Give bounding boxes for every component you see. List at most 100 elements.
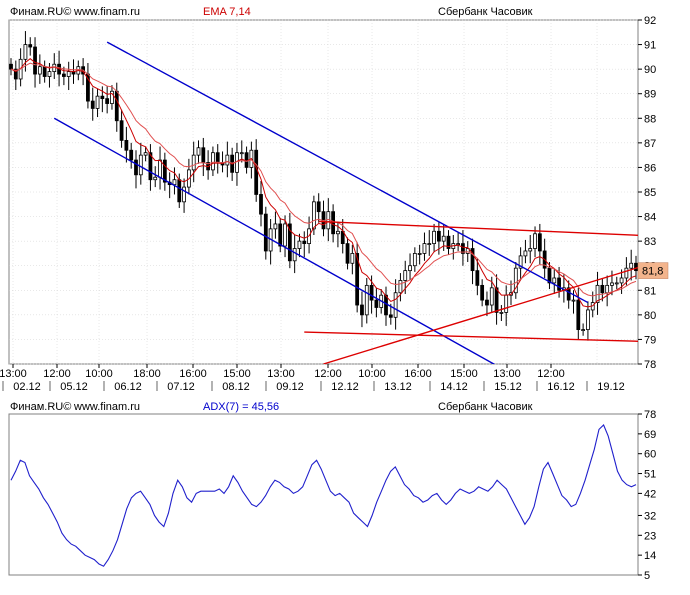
- price-brand: Финам.RU©: [10, 6, 71, 18]
- candle-up: [533, 233, 537, 249]
- candle-down: [278, 223, 283, 247]
- time-axis: 13:00 12:00 10:00 18:00 16:00 15:00 13:00 12:00…: [0, 364, 625, 393]
- candle-up: [225, 154, 230, 166]
- candle-down: [9, 63, 13, 70]
- price-panel: 787980818283848586878889909192 81,8 Фина…: [8, 6, 669, 371]
- price-tick-label: 92: [644, 15, 656, 27]
- candle-down: [61, 73, 66, 77]
- price-tick-label: 81: [644, 285, 656, 297]
- time-tick-label: 13:00: [0, 368, 27, 380]
- candle-up: [586, 309, 590, 331]
- candle-up: [350, 253, 355, 264]
- candle-up: [619, 277, 624, 284]
- candle-up: [552, 277, 557, 284]
- candle-down: [162, 159, 167, 183]
- candle-down: [263, 213, 268, 252]
- candle-up: [412, 253, 417, 267]
- candle-up: [66, 71, 71, 77]
- candle-down: [475, 270, 480, 286]
- candle-down: [259, 194, 263, 215]
- candle-up: [523, 250, 528, 257]
- candle-up: [528, 248, 533, 252]
- ema-lines: [10, 58, 637, 308]
- candle-up: [614, 282, 619, 285]
- candle-up: [513, 267, 518, 294]
- candle-down: [355, 253, 360, 306]
- candle-down: [13, 68, 18, 80]
- candle-down: [388, 314, 393, 318]
- candle-up: [239, 152, 244, 155]
- date-tick-label: 19.12: [597, 381, 625, 393]
- candle-up: [283, 223, 287, 247]
- trendline-channel-lower: [53, 117, 496, 364]
- candle-up: [311, 201, 316, 230]
- price-tick-label: 79: [644, 334, 656, 346]
- candle-down: [33, 46, 37, 75]
- price-tick-label: 85: [644, 187, 656, 199]
- candle-up: [393, 292, 398, 318]
- candle-down: [177, 179, 182, 203]
- candle-down: [461, 243, 465, 254]
- candle-up: [37, 66, 42, 75]
- candle-up: [432, 230, 436, 244]
- adx-title: ADX(7) = 45,56: [203, 401, 279, 413]
- candle-down: [547, 267, 552, 284]
- price-tick-label: 78: [644, 359, 656, 371]
- candle-up: [297, 240, 302, 249]
- candle-up: [595, 284, 600, 303]
- candle-up: [196, 147, 201, 156]
- candle-up: [581, 329, 586, 332]
- adx-tick-label: 60: [644, 449, 656, 461]
- candle-down: [537, 233, 542, 252]
- adx-instrument: Сбербанк Часовик: [438, 401, 533, 413]
- adx-tick-label: 32: [644, 510, 656, 522]
- price-tick-label: 89: [644, 89, 656, 101]
- candle-down: [201, 147, 206, 163]
- candle-down: [436, 230, 441, 242]
- candle-up: [292, 248, 297, 262]
- candle-up: [211, 152, 215, 171]
- time-tick-label: 15:00: [450, 368, 478, 380]
- candle-up: [571, 299, 576, 302]
- adx-site: www.finam.ru: [73, 401, 140, 413]
- ema-title: EMA 7,14: [203, 6, 251, 18]
- adx-line: [10, 424, 637, 567]
- candle-down: [480, 284, 485, 301]
- candle-up: [398, 280, 403, 294]
- candle-down: [215, 152, 220, 163]
- candle-up: [364, 284, 369, 316]
- candle-up: [191, 154, 196, 171]
- candle-up: [23, 44, 28, 60]
- price-tick-label: 86: [644, 162, 656, 174]
- date-tick-label: 09.12: [276, 381, 304, 393]
- date-tick-label: 06.12: [114, 381, 142, 393]
- date-tick-label: 15.12: [494, 381, 522, 393]
- date-tick-label: 12.12: [331, 381, 359, 393]
- last-price-tag: 81,8: [637, 262, 669, 279]
- adx-tick-label: 14: [644, 550, 656, 562]
- price-tick-label: 90: [644, 64, 656, 76]
- trendline-rising-support: [323, 266, 638, 364]
- date-tick-label: 05.12: [60, 381, 88, 393]
- date-tick-label: 13.12: [384, 381, 412, 393]
- candle-up: [403, 270, 408, 281]
- adx-tick-label: 5: [644, 570, 650, 582]
- price-tick-label: 91: [644, 40, 656, 52]
- time-tick-label: 13:00: [267, 368, 295, 380]
- candle-up: [158, 159, 162, 178]
- trendline-triangle-bottom: [304, 331, 638, 342]
- date-tick-label: 14.12: [440, 381, 468, 393]
- candle-down: [485, 299, 489, 306]
- ema-14-line: [10, 62, 637, 297]
- candle-up: [47, 71, 52, 77]
- candle-up: [465, 248, 470, 254]
- candles: [9, 31, 638, 341]
- price-tick-label: 87: [644, 138, 656, 150]
- date-tick-label: 02.12: [13, 381, 41, 393]
- candle-up: [172, 179, 177, 186]
- adx-tick-label: 42: [644, 488, 656, 500]
- candle-down: [600, 284, 605, 294]
- adx-tick-label: 51: [644, 469, 656, 481]
- candle-up: [518, 255, 523, 269]
